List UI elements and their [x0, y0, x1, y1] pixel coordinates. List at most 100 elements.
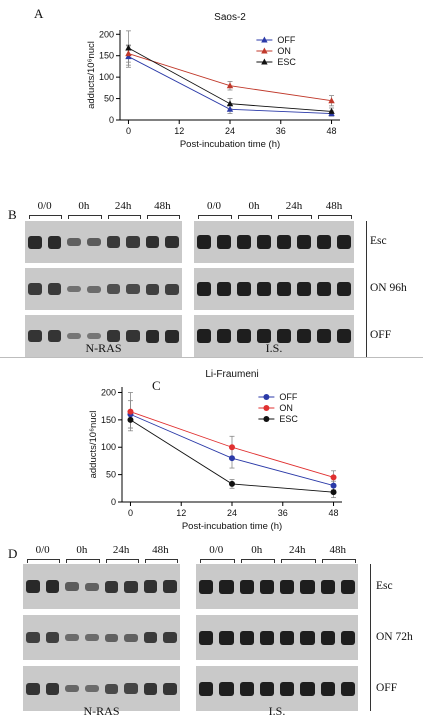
gel-label-nras: N-RAS [23, 704, 180, 719]
blot-strip [23, 615, 180, 660]
lane-header: 48h [320, 544, 356, 556]
x-tick-label: 36 [276, 126, 286, 136]
dna-band [87, 286, 101, 293]
data-point-on [127, 409, 133, 415]
dna-band [85, 685, 99, 692]
blot-separator-line [370, 564, 371, 711]
data-point-off [331, 483, 337, 489]
data-point-esc [331, 489, 337, 495]
lane-bracket [281, 559, 316, 563]
y-tick-label: 100 [99, 72, 114, 82]
dna-band [124, 581, 138, 593]
x-tick-label: 12 [176, 508, 186, 518]
dna-band [240, 631, 254, 645]
blot-panel-d: 0/00h24h48h0/00h24h48hEscON 72hOFFN-RASI… [0, 538, 423, 724]
blot-row-label: ON 96h [370, 282, 407, 294]
y-tick-label: 0 [111, 497, 116, 507]
dna-band [146, 236, 160, 249]
legend-marker [263, 394, 269, 400]
lane-bracket [27, 559, 60, 563]
dna-band [237, 235, 251, 249]
data-point-esc [125, 45, 131, 51]
lane-bracket [29, 215, 62, 219]
legend-label-off: OFF [279, 392, 297, 402]
lane-header: 48h [316, 200, 352, 212]
lane-header: 48h [142, 544, 178, 556]
lane-header: 0h [236, 200, 272, 212]
chart-li-fraumeni: Li-Fraumeni050100150200012243648Post-inc… [76, 360, 416, 538]
dna-band [297, 235, 311, 249]
gel-label-is: I.S. [194, 341, 354, 356]
data-point-on [331, 474, 337, 480]
data-point-esc [227, 100, 233, 106]
chart-title: Li-Fraumeni [205, 369, 258, 380]
lane-header: 0/0 [25, 544, 61, 556]
dna-band [280, 682, 294, 696]
lane-bracket [238, 215, 272, 219]
blot-row-label: OFF [376, 682, 397, 694]
dna-band [341, 682, 355, 696]
dna-band [87, 333, 101, 339]
y-tick-label: 200 [99, 29, 114, 39]
dna-band [217, 282, 231, 296]
lane-header: 0/0 [196, 200, 232, 212]
dna-band [48, 236, 62, 249]
blot-panel-b: 0/00h24h48h0/00h24h48hEscON 96hOFFN-RASI… [0, 196, 423, 356]
dna-band [300, 682, 314, 696]
dna-band [240, 580, 254, 594]
dna-band [165, 284, 179, 295]
dna-band [277, 282, 291, 296]
lane-bracket [318, 215, 352, 219]
x-tick-label: 24 [225, 126, 235, 136]
dna-band [197, 235, 211, 249]
blot-strip [194, 221, 354, 263]
dna-band [105, 684, 119, 694]
legend-marker [261, 37, 267, 43]
dna-band [317, 235, 331, 249]
dna-band [124, 683, 138, 694]
dna-band [300, 580, 314, 594]
y-tick-label: 100 [101, 442, 116, 452]
dna-band [165, 236, 179, 249]
dna-band [28, 283, 42, 295]
y-tick-label: 150 [99, 51, 114, 61]
dna-band [67, 238, 81, 246]
x-tick-label: 24 [227, 508, 237, 518]
x-tick-label: 0 [126, 126, 131, 136]
dna-band [124, 634, 138, 642]
dna-band [341, 631, 355, 645]
x-tick-label: 36 [278, 508, 288, 518]
lane-bracket [322, 559, 357, 563]
lane-bracket [278, 215, 312, 219]
dna-band [337, 282, 351, 296]
dna-band [280, 580, 294, 594]
lane-header: 0h [66, 200, 102, 212]
lane-header: 24h [103, 544, 139, 556]
data-point-esc [127, 417, 133, 423]
dna-band [107, 236, 121, 248]
dna-band [26, 683, 40, 695]
data-point-esc [229, 481, 235, 487]
y-tick-label: 50 [106, 470, 116, 480]
y-tick-label: 150 [101, 415, 116, 425]
dna-band [144, 632, 158, 644]
dna-band [257, 235, 271, 249]
dna-band [46, 632, 60, 643]
data-point-on [125, 50, 131, 56]
lane-bracket [147, 215, 180, 219]
blot-row-label: OFF [370, 329, 391, 341]
lane-header: 24h [279, 544, 315, 556]
dna-band [321, 631, 335, 645]
blot-strip [196, 564, 358, 609]
x-tick-label: 12 [174, 126, 184, 136]
dna-band [85, 634, 99, 641]
chart-saos2: Saos-2050100150200012243648Post-incubati… [70, 0, 410, 200]
panel-separator [0, 357, 423, 358]
dna-band [126, 236, 140, 248]
lane-bracket [66, 559, 99, 563]
lane-header: 0h [64, 544, 100, 556]
dna-band [197, 282, 211, 296]
legend-label-on: ON [277, 46, 291, 56]
dna-band [260, 580, 274, 594]
lane-header: 0/0 [198, 544, 234, 556]
